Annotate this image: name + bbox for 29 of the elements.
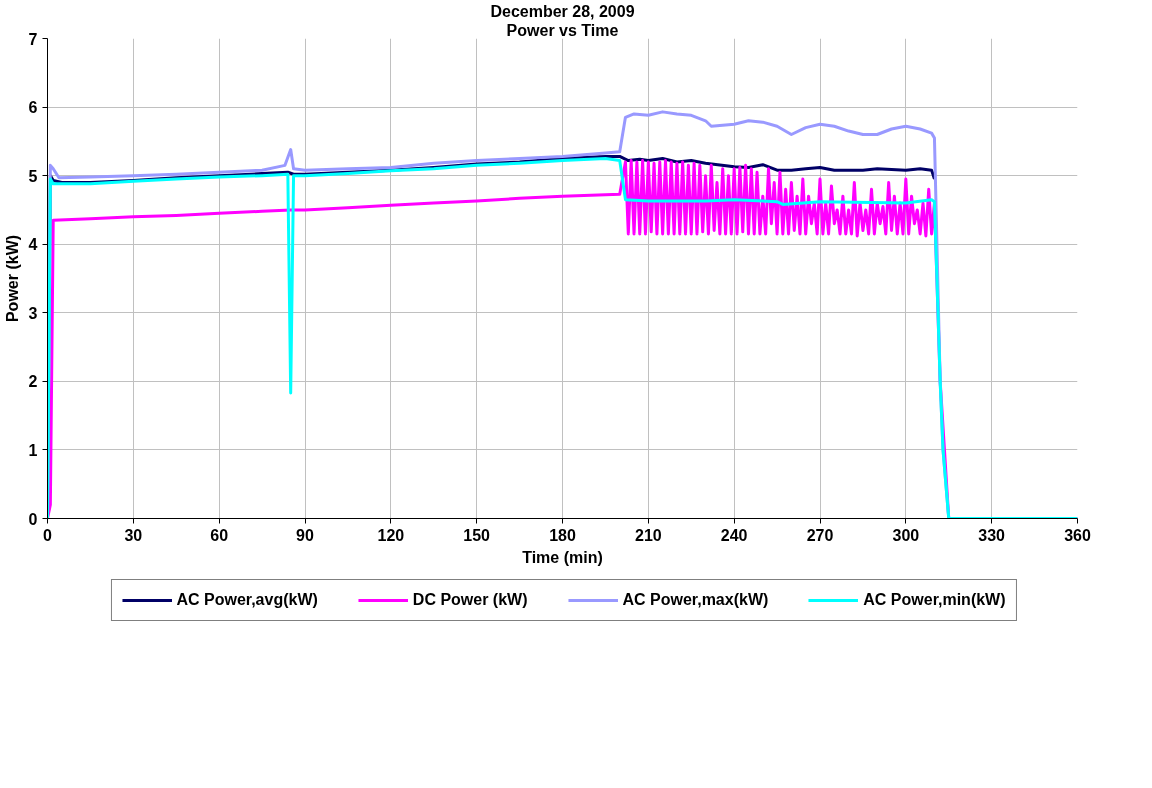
x-tick-label: 300 [892,526,920,544]
y-tick-label: 7 [28,30,38,48]
y-tick-label: 5 [28,167,38,185]
x-tick-label: 180 [549,526,576,544]
x-tick-label: 270 [806,526,834,544]
y-tick-label: 2 [28,373,38,391]
y-tick-label: 0 [28,510,38,528]
x-tick-label: 120 [377,526,405,544]
chart-subtitle: Power vs Time [506,21,619,39]
y-tick-label: 4 [28,236,38,254]
y-tick-label: 1 [28,441,38,459]
x-tick-label: 90 [296,526,314,544]
x-tick-label: 60 [210,526,229,544]
x-tick-label: 240 [720,526,748,544]
x-tick-label: 330 [978,526,1006,544]
y-tick-label: 6 [28,99,38,117]
x-tick-label: 210 [634,526,662,544]
y-tick-label: 3 [28,304,38,322]
x-tick-label: 30 [124,526,143,544]
legend-label: DC Power (kW) [412,591,528,609]
x-axis-title: Time (min) [522,548,603,566]
chart-title: December 28, 2009 [490,2,635,20]
y-axis-title: Power (kW) [3,234,21,323]
legend-label: AC Power,avg(kW) [176,591,318,609]
legend-label: AC Power,max(kW) [622,591,769,609]
legend-label: AC Power,min(kW) [863,591,1006,609]
x-tick-label: 360 [1064,526,1091,544]
x-tick-label: 0 [43,526,53,544]
x-tick-label: 150 [463,526,491,544]
